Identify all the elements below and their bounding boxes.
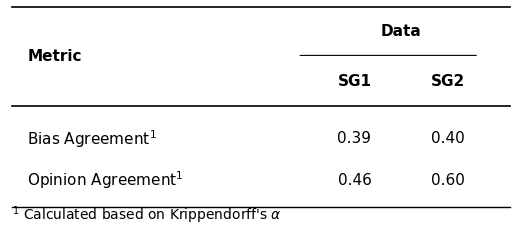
Text: 0.40: 0.40 [431,131,465,146]
Text: SG1: SG1 [337,74,372,89]
Text: Bias Agreement$^1$: Bias Agreement$^1$ [27,128,157,149]
Text: Data: Data [381,24,422,39]
Text: 0.60: 0.60 [431,172,465,187]
Text: 0.39: 0.39 [337,131,372,146]
Text: Metric: Metric [27,49,82,64]
Text: SG2: SG2 [431,74,465,89]
Text: $^1$ Calculated based on Krippendorff's $\alpha$: $^1$ Calculated based on Krippendorff's … [12,204,282,225]
Text: Opinion Agreement$^1$: Opinion Agreement$^1$ [27,169,184,190]
Text: 0.46: 0.46 [338,172,371,187]
